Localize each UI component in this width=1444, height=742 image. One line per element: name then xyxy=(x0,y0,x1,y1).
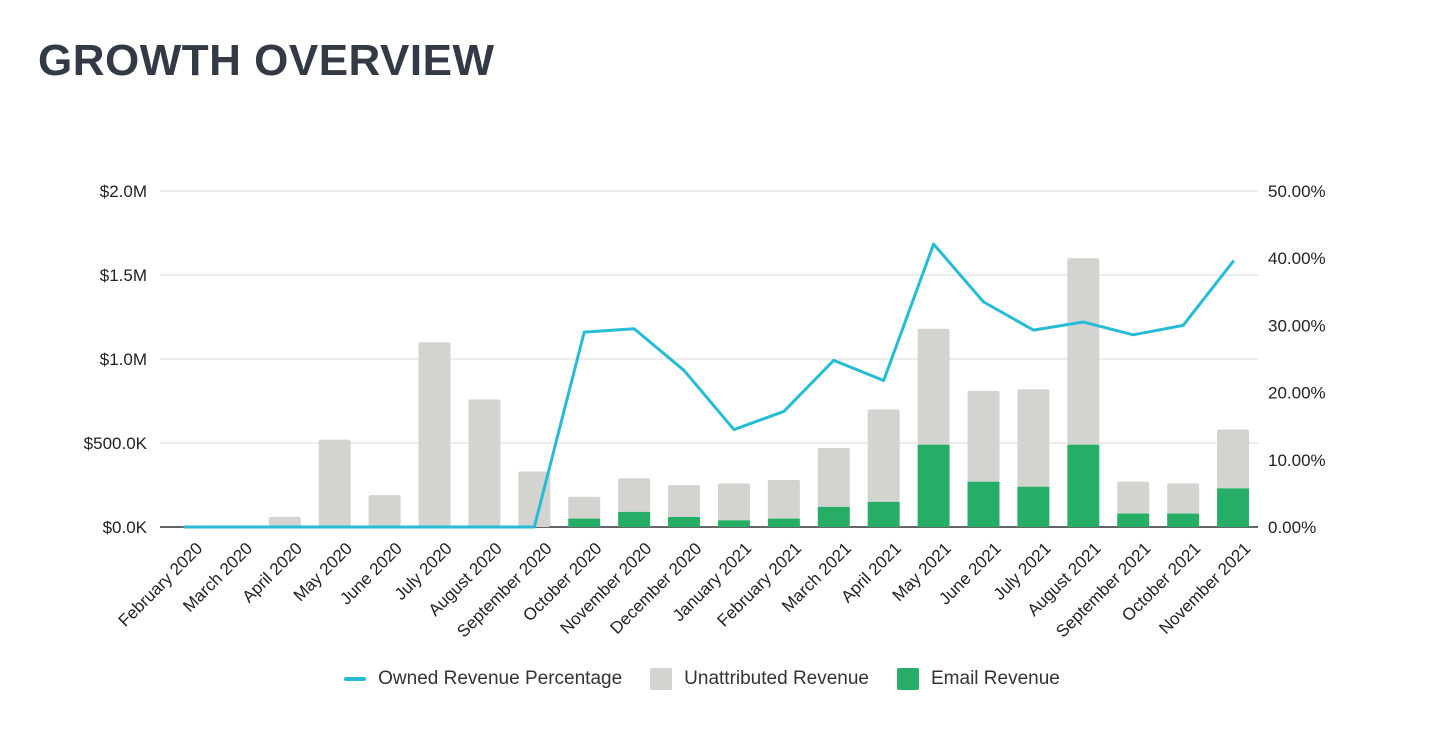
legend-label: Email Revenue xyxy=(931,668,1060,689)
page-title: GROWTH OVERVIEW xyxy=(38,36,495,85)
y-right-tick-label: 10.00% xyxy=(1268,451,1326,470)
bar-unattributed-revenue xyxy=(1167,483,1200,514)
bar-email-revenue xyxy=(967,481,1000,527)
bar-email-revenue xyxy=(618,511,651,527)
bar-email-revenue xyxy=(1117,513,1150,527)
x-tick-label: February 2020 xyxy=(115,539,207,631)
right-axis: 0.00% 10.00% 20.00% 30.00% 40.00% 50.00% xyxy=(1268,182,1326,537)
bar-unattributed-revenue xyxy=(618,478,651,512)
bar-unattributed-revenue xyxy=(717,483,750,521)
bar-unattributed-revenue xyxy=(767,479,800,519)
line-layer xyxy=(183,242,1235,529)
bar-email-revenue xyxy=(668,516,701,527)
y-left-tick-label: $1.5M xyxy=(100,266,147,285)
bar-unattributed-revenue xyxy=(1067,258,1100,445)
bar-email-revenue xyxy=(1217,488,1250,527)
legend-item-unattributed-revenue[interactable]: Unattributed Revenue xyxy=(650,668,869,690)
bar-layer xyxy=(268,258,1250,527)
bar-email-revenue xyxy=(568,518,601,527)
legend-item-owned-revenue-percentage[interactable]: Owned Revenue Percentage xyxy=(344,668,622,690)
bar-unattributed-revenue xyxy=(1017,389,1050,487)
y-right-tick-label: 40.00% xyxy=(1268,249,1326,268)
bar-email-revenue xyxy=(817,506,850,527)
bar-unattributed-revenue xyxy=(817,448,850,507)
y-left-tick-label: $500.0K xyxy=(84,434,148,453)
left-axis: $0.0K $500.0K $1.0M $1.5M $2.0M xyxy=(84,182,148,537)
line-owned-revenue-percentage xyxy=(183,242,1235,529)
y-left-tick-label: $2.0M xyxy=(100,182,147,201)
bar-email-revenue xyxy=(1067,444,1100,527)
bar-email-revenue xyxy=(1167,513,1200,527)
bar-email-revenue xyxy=(917,444,950,527)
bar-unattributed-revenue xyxy=(668,485,701,517)
bar-email-revenue xyxy=(867,501,900,527)
y-right-tick-label: 30.00% xyxy=(1268,316,1326,335)
bar-unattributed-revenue xyxy=(318,439,351,527)
x-tick-label: December 2020 xyxy=(606,539,705,638)
y-right-tick-label: 0.00% xyxy=(1268,518,1316,537)
y-right-tick-label: 20.00% xyxy=(1268,384,1326,403)
bar-unattributed-revenue xyxy=(418,342,451,527)
x-tick-label: November 2020 xyxy=(556,539,655,638)
bar-unattributed-revenue xyxy=(268,516,301,527)
legend-label: Unattributed Revenue xyxy=(684,668,869,689)
bar-unattributed-revenue xyxy=(518,471,551,527)
bar-email-revenue xyxy=(717,520,750,527)
y-left-tick-label: $1.0M xyxy=(100,350,147,369)
bar-unattributed-revenue xyxy=(867,409,900,502)
chart-legend: Owned Revenue Percentage Unattributed Re… xyxy=(0,668,1404,690)
bar-unattributed-revenue xyxy=(568,496,601,519)
y-right-tick-label: 50.00% xyxy=(1268,182,1326,201)
y-left-tick-label: $0.0K xyxy=(103,518,148,537)
bar-unattributed-revenue xyxy=(1117,481,1150,514)
bar-unattributed-revenue xyxy=(1217,429,1250,489)
bar-unattributed-revenue xyxy=(468,399,501,527)
bar-unattributed-revenue xyxy=(967,390,1000,482)
legend-swatch-line xyxy=(344,677,367,681)
bar-email-revenue xyxy=(767,518,800,527)
legend-swatch-box xyxy=(650,668,673,690)
x-tick-label: November 2021 xyxy=(1155,539,1254,638)
bar-unattributed-revenue xyxy=(368,495,401,527)
legend-label: Owned Revenue Percentage xyxy=(378,668,623,689)
bar-unattributed-revenue xyxy=(917,328,950,445)
legend-swatch-box xyxy=(897,668,919,690)
bar-email-revenue xyxy=(1017,486,1050,527)
legend-item-email-revenue[interactable]: Email Revenue xyxy=(897,668,1060,690)
